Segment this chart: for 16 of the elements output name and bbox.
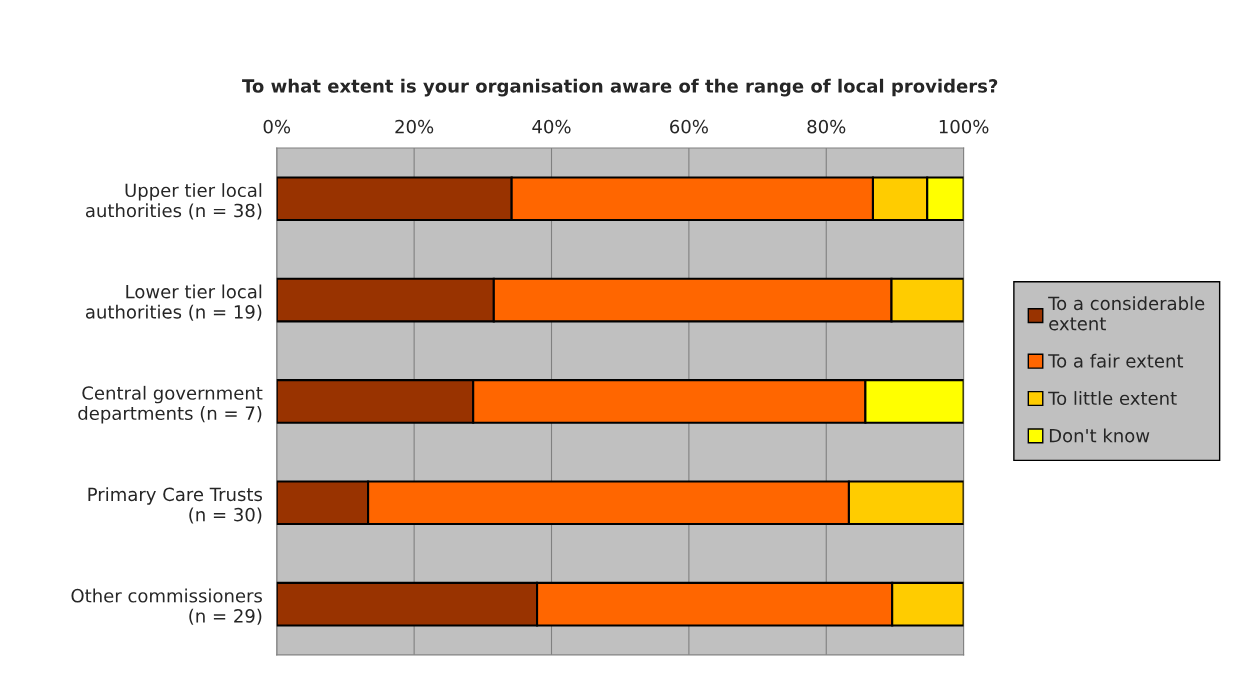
chart-title: To what extent is your organisation aware of the range of local providers? bbox=[242, 78, 998, 97]
x-tick-label: 60% bbox=[670, 119, 708, 134]
x-tick-label: 0% bbox=[263, 119, 291, 134]
legend-label: To a considerable extent bbox=[1048, 296, 1205, 331]
x-tick-label: 20% bbox=[395, 119, 434, 134]
x-tick-label: 100% bbox=[939, 119, 989, 134]
legend-label: To a fair extent bbox=[1048, 353, 1184, 368]
legend-label: To little extent bbox=[1048, 391, 1177, 406]
legend-label: Don't know bbox=[1049, 428, 1150, 443]
y-tick-label: Central government departments (n = 7) bbox=[78, 385, 263, 424]
y-tick-label: Primary Care Trusts (n = 30) bbox=[88, 487, 262, 524]
y-tick-label: Upper tier local authorities (n = 38) bbox=[85, 183, 262, 220]
x-tick-label: 40% bbox=[532, 119, 571, 134]
x-tick-label: 80% bbox=[807, 119, 846, 134]
y-tick-label: Other commissioners (n = 29) bbox=[71, 588, 262, 625]
y-tick-label: Lower tier local authorities (n = 19) bbox=[85, 284, 262, 321]
